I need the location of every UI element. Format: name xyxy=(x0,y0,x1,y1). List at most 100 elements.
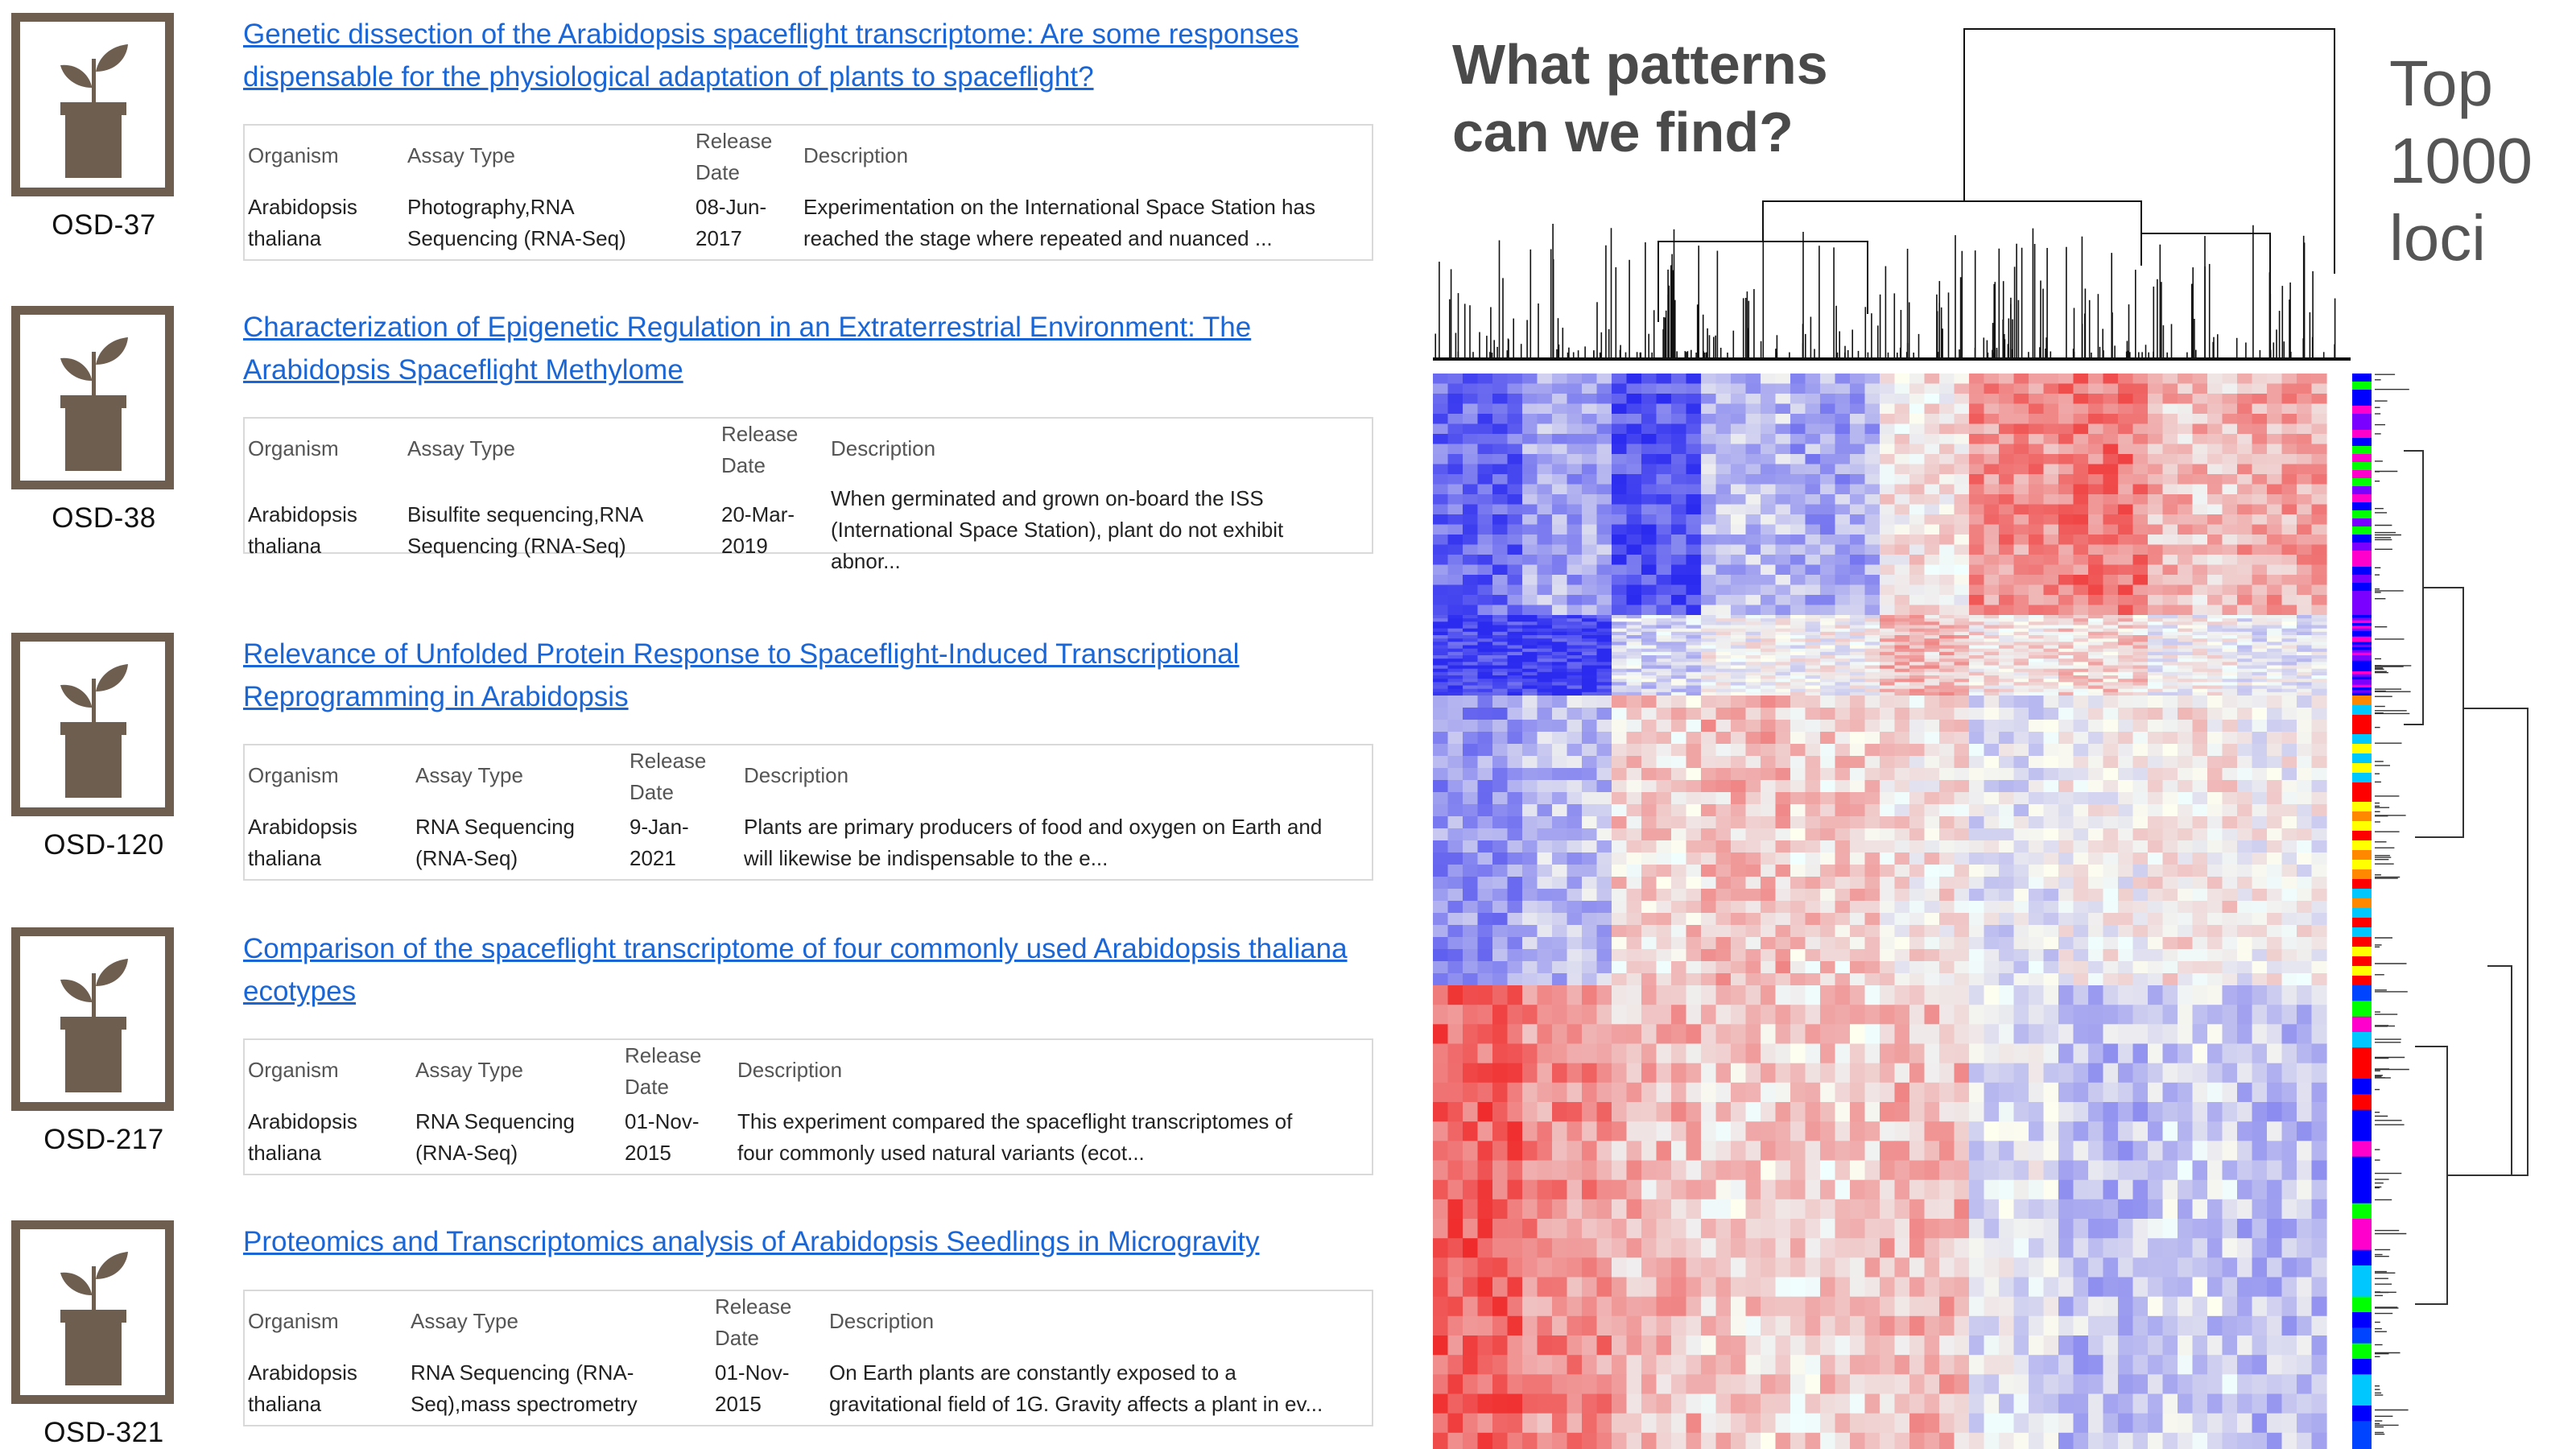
heatmap-cell xyxy=(1612,655,1628,659)
heatmap-cell xyxy=(1954,474,1970,485)
heatmap-cell xyxy=(2178,625,2194,630)
heatmap-cell xyxy=(1522,621,1538,626)
dataset-thumbnail[interactable] xyxy=(11,13,174,196)
heatmap-cell xyxy=(1552,564,1568,576)
heatmap-cell xyxy=(1984,575,2000,586)
heatmap-cell xyxy=(1924,524,1940,535)
heatmap-cell xyxy=(2073,696,2089,708)
heatmap-cell xyxy=(1909,423,1926,435)
heatmap-cell xyxy=(2178,662,2194,667)
assay-type-value: RNA Sequencing (RNA-Seq) xyxy=(415,1109,576,1165)
heatmap-cell xyxy=(1582,691,1598,696)
heatmap-cell xyxy=(2132,840,2149,853)
heatmap-cell xyxy=(2073,648,2089,653)
heatmap-cell xyxy=(2088,628,2104,633)
heatmap-cell xyxy=(1671,973,1687,986)
heatmap-cell xyxy=(2103,671,2119,676)
heatmap-cell xyxy=(1447,642,1463,646)
dataset-thumbnail[interactable] xyxy=(11,1220,174,1404)
heatmap-cell xyxy=(1864,648,1880,653)
heatmap-cell xyxy=(1701,658,1717,663)
dataset-title-link[interactable]: Proteomics and Transcriptomics analysis … xyxy=(243,1226,1260,1257)
heatmap-cell xyxy=(1820,374,1836,385)
heatmap-cell xyxy=(2162,474,2178,485)
heatmap-cell xyxy=(2043,383,2059,394)
heatmap-cell xyxy=(1612,877,1628,890)
heatmap-cell xyxy=(1567,575,1583,586)
heatmap-cell xyxy=(1745,780,1761,793)
heatmap-cell xyxy=(1731,564,1747,576)
dataset-thumbnail[interactable] xyxy=(11,633,174,816)
heatmap-cell xyxy=(2058,937,2074,950)
heatmap-cell xyxy=(1447,631,1463,636)
heatmap-cell xyxy=(1626,638,1642,642)
heatmap-cell xyxy=(1686,618,1702,622)
heatmap-cell xyxy=(1626,780,1642,793)
heatmap-cell xyxy=(1954,638,1970,642)
heatmap-cell xyxy=(2043,394,2059,405)
heatmap-cell xyxy=(2118,555,2134,566)
heatmap-cell xyxy=(1656,464,1672,475)
heatmap-cell xyxy=(1894,913,1910,926)
heatmap-cell xyxy=(1463,423,1479,435)
dataset-title-link[interactable]: Characterization of Epigenetic Regulatio… xyxy=(243,312,1252,386)
heatmap-cell xyxy=(1715,744,1732,757)
dataset-thumbnail[interactable] xyxy=(11,927,174,1111)
heatmap-cell xyxy=(1954,645,1970,650)
heatmap-cell xyxy=(1641,1043,1657,1064)
heatmap-cell xyxy=(1775,901,1791,914)
heatmap-cell xyxy=(1492,638,1509,642)
heatmap-cell xyxy=(1463,665,1479,670)
heatmap-cell xyxy=(1671,575,1687,586)
heatmap-cell xyxy=(1447,1102,1463,1122)
heatmap-cell xyxy=(2192,494,2208,506)
heatmap-cell xyxy=(1745,1063,1761,1084)
dataset-title-link[interactable]: Comparison of the spaceflight transcript… xyxy=(243,933,1348,1007)
heatmap-cell xyxy=(2132,414,2149,425)
heatmap-cell xyxy=(1820,621,1836,626)
heatmap-cell xyxy=(1582,454,1598,465)
heatmap-cell xyxy=(1820,665,1836,670)
heatmap-cell xyxy=(2132,628,2149,633)
heatmap-cell xyxy=(1477,414,1493,425)
heatmap-cell xyxy=(1507,985,1523,1005)
heatmap-cell xyxy=(1954,504,1970,515)
heatmap-cell xyxy=(1433,635,1449,639)
heatmap-cell xyxy=(2103,877,2119,890)
heatmap-cell xyxy=(1641,780,1657,793)
heatmap-cell xyxy=(1715,685,1732,690)
heatmap-cell xyxy=(1731,595,1747,606)
heatmap-cell xyxy=(1984,665,2000,670)
dataset-title-link[interactable]: Genetic dissection of the Arabidopsis sp… xyxy=(243,19,1299,93)
heatmap-cell xyxy=(1686,625,1702,630)
heatmap-cell xyxy=(1701,937,1717,950)
heatmap-cell xyxy=(2252,631,2268,636)
heatmap-cell xyxy=(1612,504,1628,515)
heatmap-cell xyxy=(2073,865,2089,877)
heatmap-cell xyxy=(2118,403,2134,415)
heatmap-cell xyxy=(2073,642,2089,646)
heatmap-cell xyxy=(1596,638,1612,642)
heatmap-cell xyxy=(1701,732,1717,745)
dataset-thumbnail[interactable] xyxy=(11,306,174,489)
heatmap-cell xyxy=(1805,665,1821,670)
heatmap-cell xyxy=(2162,621,2178,626)
heatmap-cell xyxy=(2267,901,2283,914)
heatmap-cell xyxy=(1567,618,1583,622)
heatmap-cell xyxy=(1805,828,1821,841)
heatmap-cell xyxy=(2118,816,2134,829)
heatmap-cell xyxy=(2132,1063,2149,1084)
heatmap-cell xyxy=(2192,658,2208,663)
heatmap-cell xyxy=(1567,484,1583,495)
heatmap-cell xyxy=(1492,668,1509,673)
heatmap-cell xyxy=(2222,901,2238,914)
heatmap-cell xyxy=(1537,658,1553,663)
heatmap-cell xyxy=(2043,691,2059,696)
heatmap-cell xyxy=(1909,925,1926,938)
heatmap-cell xyxy=(1954,575,1970,586)
heatmap-cell xyxy=(1656,484,1672,495)
dataset-title-link[interactable]: Relevance of Unfolded Protein Response t… xyxy=(243,638,1240,712)
heatmap-cell xyxy=(1596,535,1612,546)
heatmap-cell xyxy=(2192,638,2208,642)
heatmap-cell xyxy=(2281,679,2297,683)
